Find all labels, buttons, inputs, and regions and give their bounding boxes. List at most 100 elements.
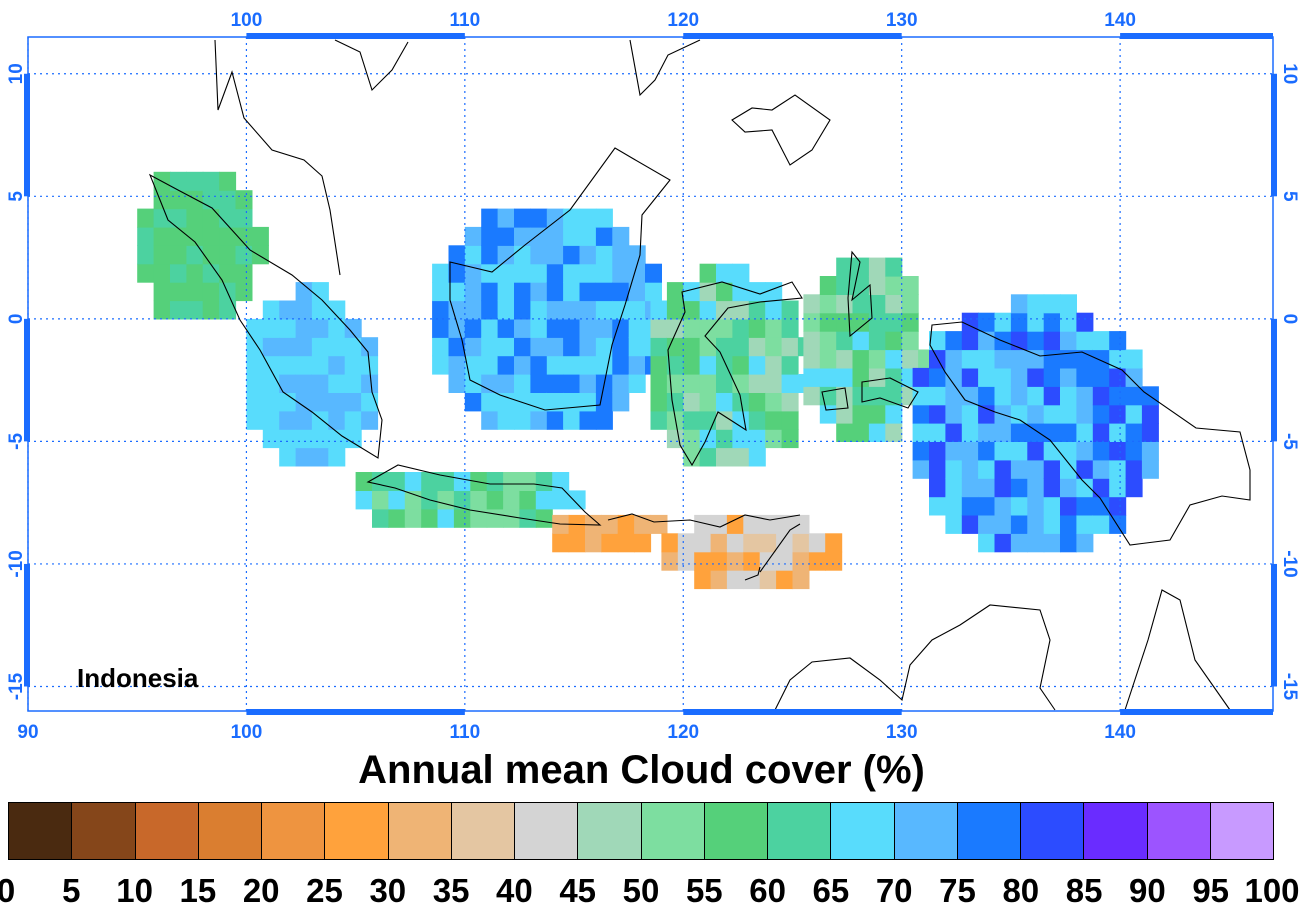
cloud-cell	[1092, 386, 1110, 406]
cloud-cell	[978, 312, 996, 332]
cloud-cell	[186, 171, 204, 191]
cloud-cell	[645, 263, 662, 283]
axis-bar-right	[1271, 318, 1277, 442]
cloud-cell	[246, 318, 264, 338]
cloud-cell	[519, 490, 537, 510]
cloud-cell	[901, 349, 919, 369]
cloud-cell	[481, 355, 499, 375]
cloud-cell	[404, 490, 422, 510]
colorbar-swatch	[1021, 803, 1085, 859]
cloud-cell	[448, 355, 466, 375]
cloud-cell	[819, 367, 837, 387]
cloud-cell	[836, 276, 854, 295]
cloud-cell	[781, 410, 799, 430]
cloud-cell	[262, 429, 280, 449]
cloud-cell	[186, 208, 204, 228]
cloud-cell	[776, 514, 794, 534]
cloud-cell	[852, 423, 870, 442]
cloud-cell	[170, 282, 187, 302]
cloud-cell	[961, 331, 979, 351]
cloud-cell	[361, 410, 379, 430]
cloud-cell	[311, 337, 329, 357]
cloud-cell	[666, 429, 684, 449]
cloud-cell	[699, 374, 717, 393]
cloud-cell	[595, 337, 613, 357]
cloud-cell	[579, 318, 597, 338]
cloud-cell	[153, 282, 171, 302]
cloud-cell	[464, 282, 482, 302]
cloud-cell	[994, 514, 1012, 534]
cloud-cell	[994, 478, 1012, 498]
cloud-cell	[535, 472, 553, 491]
cloud-cell	[1043, 441, 1061, 461]
cloud-cell	[677, 533, 695, 553]
cloud-cell	[710, 570, 728, 590]
cloud-cell	[868, 276, 886, 295]
cloud-cell	[868, 331, 886, 351]
cloud-cell	[759, 533, 777, 553]
cloud-cell	[716, 410, 733, 430]
cloud-cell	[295, 282, 313, 302]
cloud-cell	[694, 533, 712, 553]
cloud-cell	[279, 447, 297, 467]
cloud-cell	[595, 208, 613, 228]
cloud-cell	[464, 355, 482, 375]
cloud-cell	[716, 374, 733, 393]
cloud-cell	[1043, 404, 1061, 424]
cloud-cell	[546, 374, 564, 393]
cloud-cell	[503, 490, 521, 510]
cloud-cell	[852, 312, 870, 332]
cloud-cell	[328, 355, 346, 375]
cloud-cell	[1060, 423, 1077, 442]
cloud-cell	[497, 355, 515, 375]
cloud-cell	[836, 349, 854, 369]
cloud-cell	[1027, 294, 1045, 314]
cloud-cell	[645, 282, 662, 302]
cloud-cell	[868, 312, 886, 332]
cloud-cell	[819, 312, 837, 332]
cloud-cell	[295, 429, 313, 449]
cloud-cell	[803, 386, 821, 406]
cloud-cell	[1060, 367, 1077, 387]
cloud-cell	[765, 355, 783, 375]
cloud-cell	[246, 374, 264, 393]
cloud-cell	[186, 190, 204, 210]
cloud-cell	[1027, 478, 1045, 498]
cloud-cell	[311, 318, 329, 338]
cloud-cell	[1060, 514, 1077, 534]
cloud-cell	[978, 349, 996, 369]
cloud-cell	[1043, 459, 1061, 479]
cloud-cell	[1043, 514, 1061, 534]
cloud-cell	[994, 367, 1012, 387]
cloud-cell	[563, 282, 581, 302]
cloud-cell	[748, 337, 766, 357]
cloud-cell	[1076, 533, 1094, 553]
cloud-cell	[344, 429, 362, 449]
cloud-cell	[612, 226, 630, 246]
cloud-cell	[901, 331, 919, 351]
cloud-cell	[1109, 459, 1127, 479]
cloud-cell	[137, 226, 155, 246]
cloud-cell	[595, 282, 613, 302]
colorbar-swatch	[704, 803, 768, 859]
cloud-cell	[699, 447, 717, 467]
cloud-cell	[819, 331, 837, 351]
coastline-borneo	[449, 147, 671, 411]
cloud-cell	[612, 355, 630, 375]
cloud-cell	[514, 245, 531, 265]
colorbar-swatch	[1084, 803, 1148, 859]
cloud-cell	[1027, 312, 1045, 332]
cloud-cell	[912, 404, 930, 424]
cloud-cell	[1109, 331, 1127, 351]
cloud-cell	[595, 245, 613, 265]
cloud-cell	[246, 337, 264, 357]
cloud-cell	[945, 459, 963, 479]
cloud-cell	[650, 514, 668, 534]
cloud-cell	[748, 318, 766, 338]
cloud-cell	[694, 551, 712, 571]
cloud-cell	[219, 190, 237, 210]
cloud-cell	[295, 337, 313, 357]
cloud-cell	[497, 226, 515, 246]
cloud-cell	[994, 441, 1012, 461]
cloud-cell	[803, 331, 821, 351]
